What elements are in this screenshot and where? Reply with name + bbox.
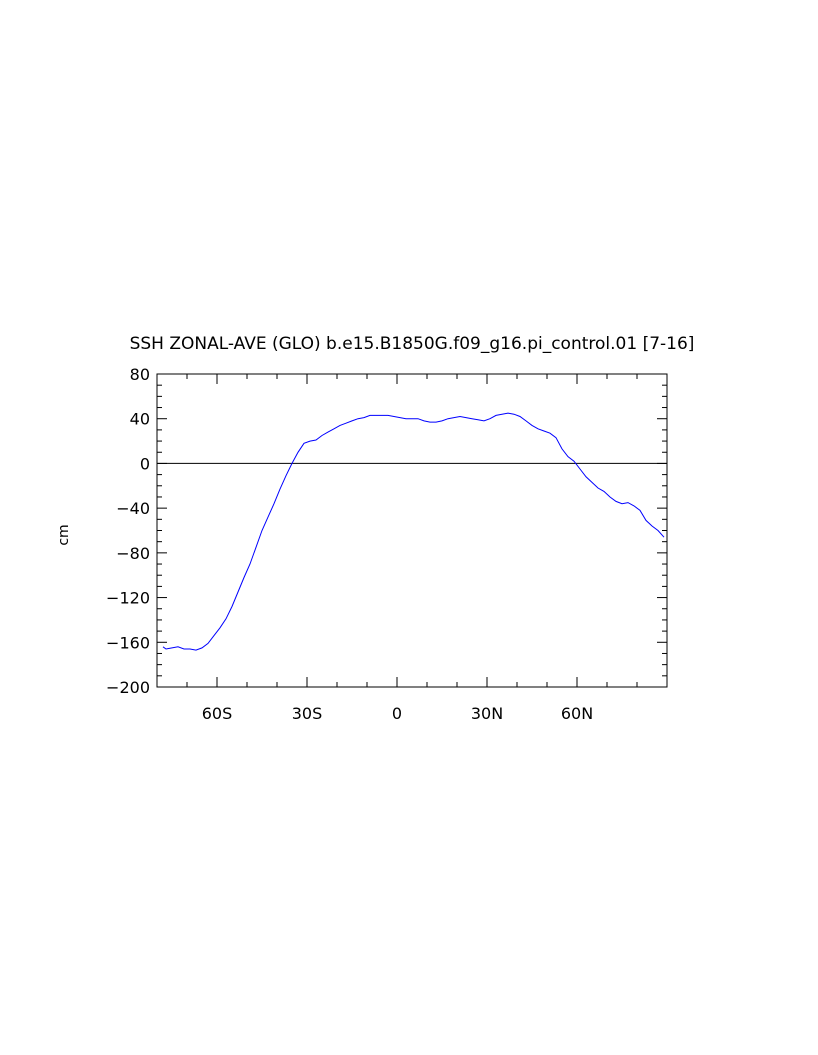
chart-title: SSH ZONAL-AVE (GLO) b.e15.B1850G.f09_g16… — [130, 334, 695, 354]
y-axis-label: cm — [56, 524, 72, 545]
x-tick-label: 60N — [561, 704, 593, 723]
axis-tick-labels: 80 40 0 −40 −80 −120 −160 −200 60S 30S 0 30N 60N — [106, 365, 593, 723]
data-series — [162, 412, 665, 651]
plot-frame — [156, 373, 668, 688]
y-tick-label: −40 — [116, 499, 150, 518]
x-tick-label: 0 — [392, 704, 402, 723]
y-tick-label: −200 — [106, 678, 150, 697]
y-tick-label: 0 — [140, 454, 150, 473]
x-tick-label: 30N — [471, 704, 503, 723]
x-tick-label: 30S — [292, 704, 323, 723]
x-tick-label: 60S — [202, 704, 233, 723]
axis-ticks — [156, 373, 668, 688]
y-tick-label: −120 — [106, 589, 150, 608]
series-line — [162, 412, 665, 651]
y-tick-label: 40 — [130, 410, 150, 429]
y-tick-label: −160 — [106, 633, 150, 652]
y-tick-label: −80 — [116, 544, 150, 563]
y-tick-label: 80 — [130, 365, 150, 384]
